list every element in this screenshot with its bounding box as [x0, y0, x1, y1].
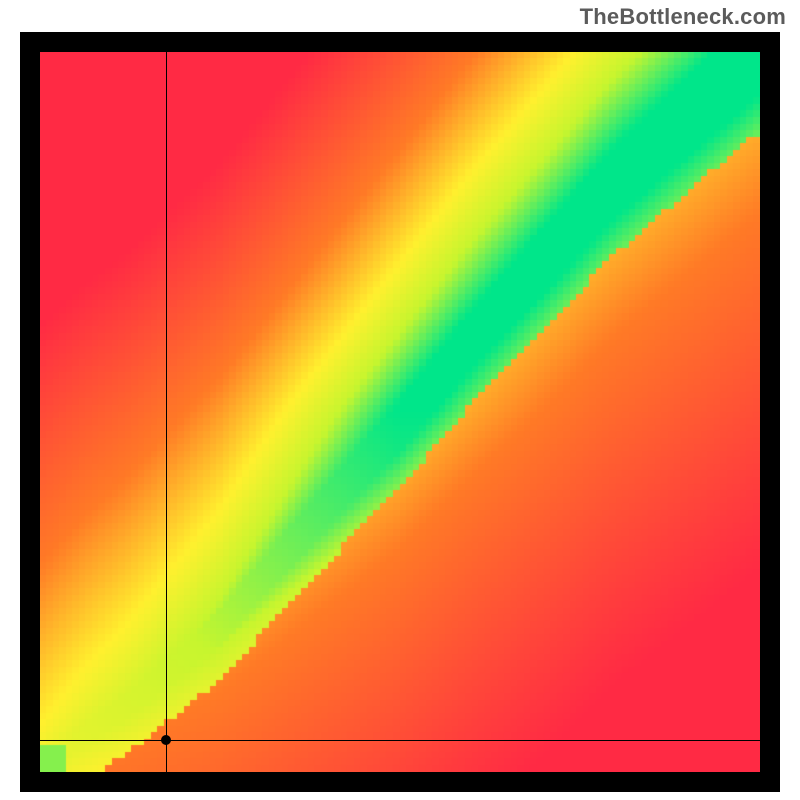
heatmap-canvas: [40, 52, 760, 772]
chart-plot-area: [40, 52, 760, 772]
chart-outer-frame: [20, 32, 780, 792]
crosshair-horizontal: [40, 740, 760, 741]
crosshair-vertical: [166, 52, 167, 772]
attribution-text: TheBottleneck.com: [580, 4, 786, 30]
crosshair-marker: [161, 735, 171, 745]
root-container: TheBottleneck.com: [0, 0, 800, 800]
